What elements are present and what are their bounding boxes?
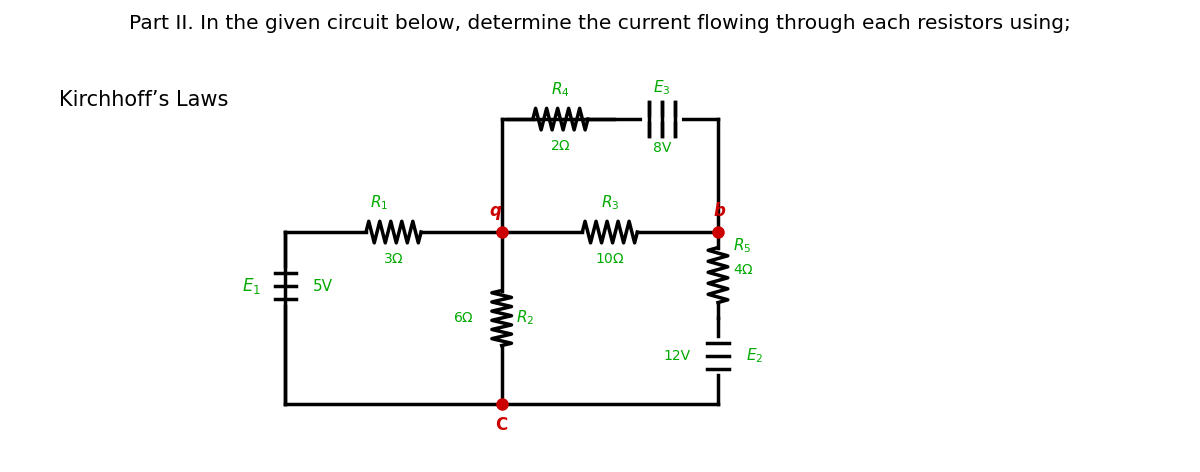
Text: $E_1$: $E_1$ (242, 276, 260, 296)
Text: Kirchhoff’s Laws: Kirchhoff’s Laws (59, 90, 229, 110)
Text: b: b (714, 202, 726, 220)
Text: C: C (496, 416, 508, 434)
Text: $2\Omega$: $2\Omega$ (550, 139, 571, 153)
Text: $E_3$: $E_3$ (653, 79, 671, 98)
Text: $4\Omega$: $4\Omega$ (733, 263, 754, 277)
Text: q: q (490, 202, 502, 220)
Text: $R_2$: $R_2$ (516, 309, 535, 328)
Text: Part II. In the given circuit below, determine the current flowing through each : Part II. In the given circuit below, det… (130, 14, 1070, 33)
Text: $10\Omega$: $10\Omega$ (595, 252, 625, 266)
Text: $R_4$: $R_4$ (551, 81, 570, 100)
Text: $R_3$: $R_3$ (600, 194, 619, 212)
Text: 5V: 5V (313, 278, 332, 294)
Text: $E_2$: $E_2$ (745, 346, 763, 365)
Text: $R_1$: $R_1$ (370, 194, 388, 212)
Text: $6\Omega$: $6\Omega$ (454, 311, 474, 325)
Text: 12V: 12V (664, 349, 690, 363)
Text: $R_5$: $R_5$ (733, 236, 751, 255)
Text: $3\Omega$: $3\Omega$ (383, 252, 404, 266)
Text: 8V: 8V (653, 141, 671, 155)
